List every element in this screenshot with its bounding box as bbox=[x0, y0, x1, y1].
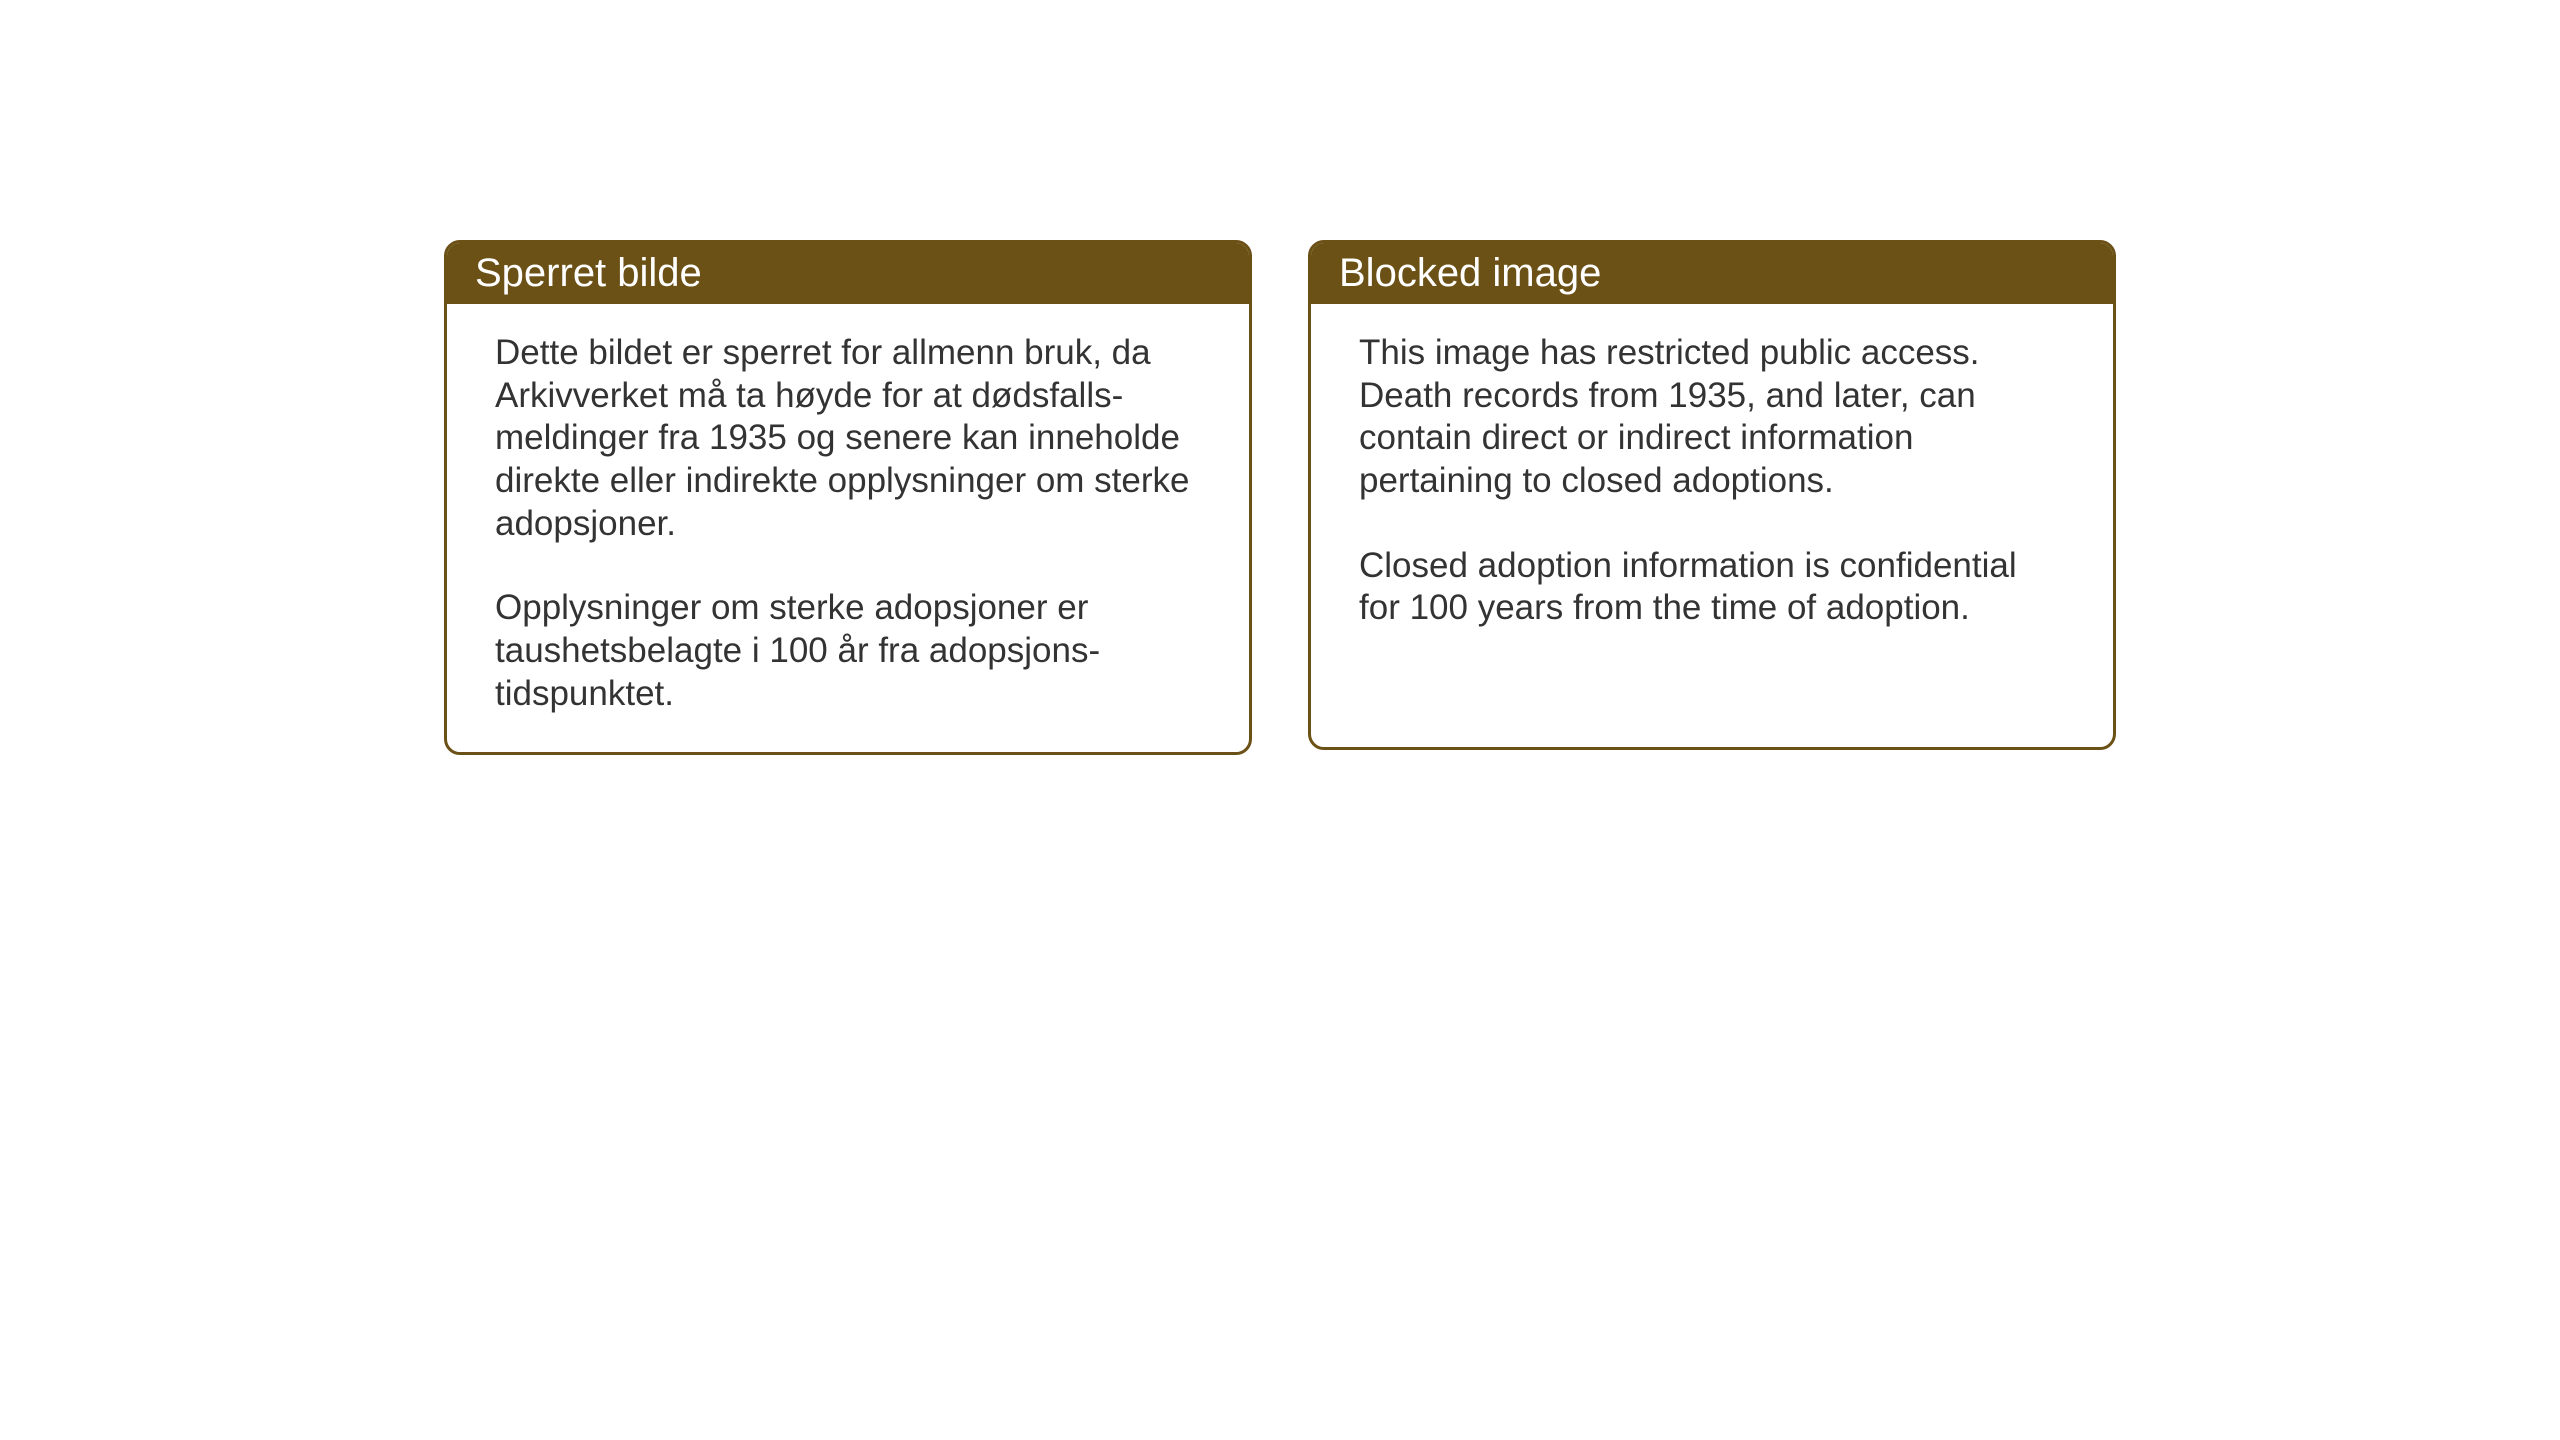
card-norwegian-header: Sperret bilde bbox=[447, 243, 1249, 304]
card-english-body: This image has restricted public access.… bbox=[1311, 304, 2113, 666]
card-english-title: Blocked image bbox=[1339, 251, 1601, 295]
card-norwegian: Sperret bilde Dette bildet er sperret fo… bbox=[444, 240, 1252, 755]
card-english-header: Blocked image bbox=[1311, 243, 2113, 304]
card-norwegian-paragraph-2: Opplysninger om sterke adopsjoner er tau… bbox=[495, 587, 1201, 715]
card-norwegian-paragraph-1: Dette bildet er sperret for allmenn bruk… bbox=[495, 332, 1201, 545]
card-english-paragraph-2: Closed adoption information is confident… bbox=[1359, 545, 2065, 630]
cards-container: Sperret bilde Dette bildet er sperret fo… bbox=[444, 240, 2116, 755]
card-norwegian-title: Sperret bilde bbox=[475, 251, 702, 295]
card-english: Blocked image This image has restricted … bbox=[1308, 240, 2116, 750]
card-norwegian-body: Dette bildet er sperret for allmenn bruk… bbox=[447, 304, 1249, 752]
card-english-paragraph-1: This image has restricted public access.… bbox=[1359, 332, 2065, 503]
